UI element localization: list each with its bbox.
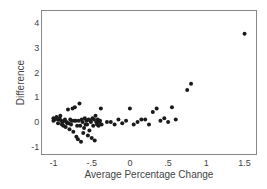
svg-text:4: 4 [34,18,39,28]
svg-text:-1: -1 [49,158,57,168]
svg-text:-.5: -.5 [86,158,97,168]
svg-text:3: 3 [34,43,39,53]
svg-text:2: 2 [34,68,39,78]
svg-text:1.5: 1.5 [238,158,251,168]
svg-text:1: 1 [34,92,39,102]
svg-text:-1: -1 [31,142,39,152]
svg-text:Average Percentage Change: Average Percentage Change [85,169,214,180]
svg-text:1: 1 [204,158,209,168]
svg-text:.5: .5 [164,158,172,168]
svg-text:0: 0 [34,117,39,127]
svg-text:0: 0 [127,158,132,168]
svg-text:Difference: Difference [15,59,26,105]
